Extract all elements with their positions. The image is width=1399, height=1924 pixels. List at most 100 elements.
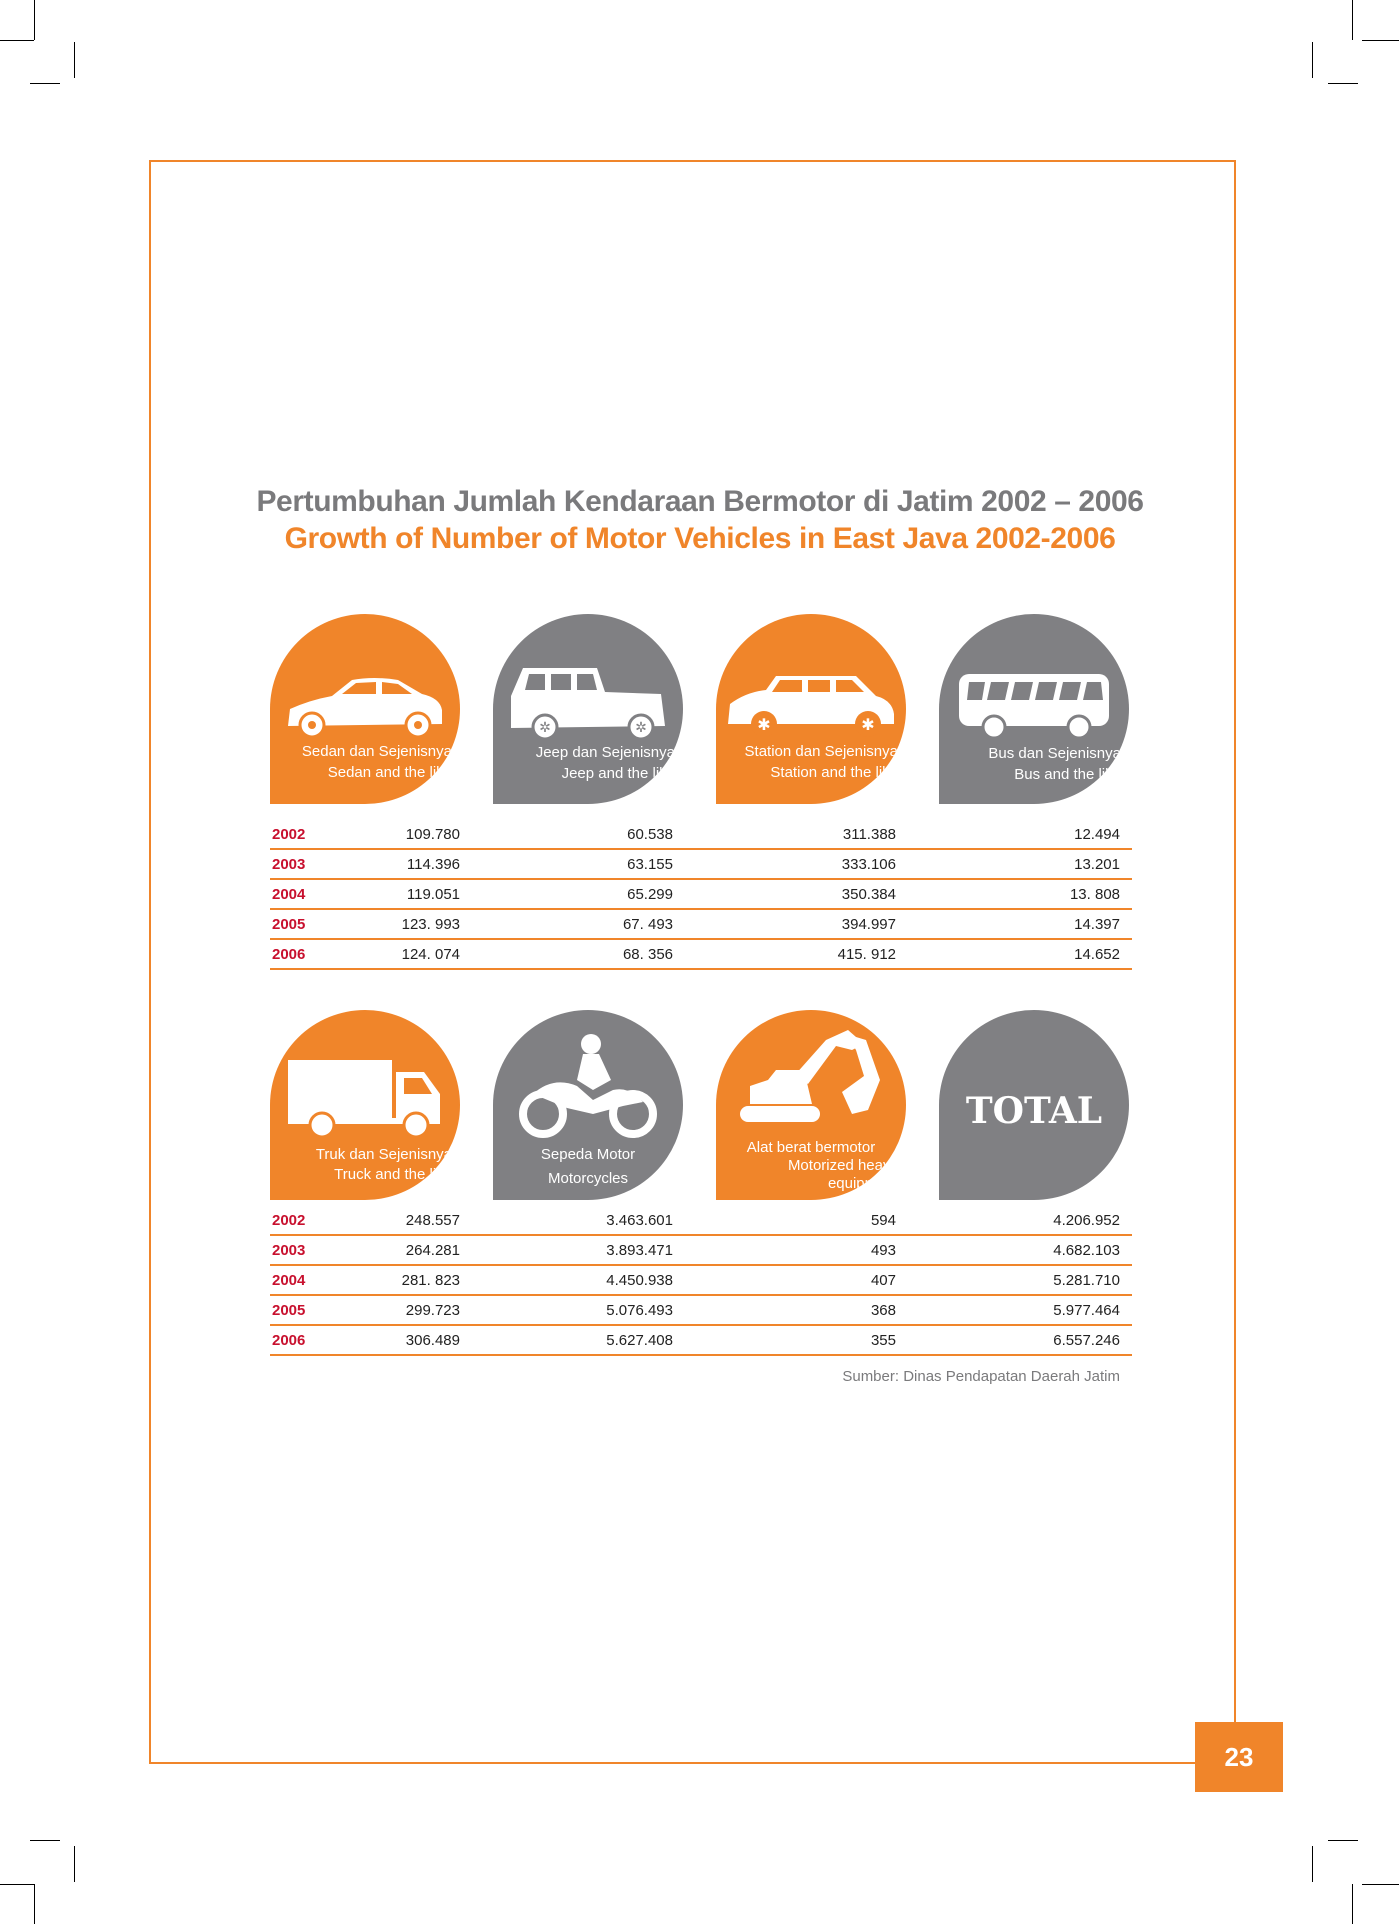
value-cell: 6.557.246 xyxy=(1053,1332,1120,1349)
svg-text:✲: ✲ xyxy=(635,719,647,735)
motorcycle-label-id: Sepeda Motor xyxy=(540,1146,636,1163)
total-label: TOTAL xyxy=(965,1090,1103,1132)
crop-mark xyxy=(0,1884,34,1885)
page-frame xyxy=(149,160,1236,1764)
year-cell: 2003 xyxy=(272,1242,306,1259)
value-cell: 333.106 xyxy=(841,856,896,873)
jeep-badge: ✲ ✲ Jeep dan Sejenisnya Jeep and the lik… xyxy=(493,614,683,804)
truck-icon xyxy=(288,1060,440,1139)
station-wagon-icon: ✱ ✱ xyxy=(728,676,894,737)
top-table: 2002 109.780 60.538 311.388 12.494 2003 … xyxy=(270,820,1132,970)
value-cell: 12.494 xyxy=(1074,826,1120,843)
value-cell: 5.281.710 xyxy=(1053,1272,1120,1289)
year-cell: 2004 xyxy=(272,886,306,903)
bus-icon xyxy=(959,674,1109,740)
crop-mark xyxy=(1352,1884,1353,1924)
crop-mark xyxy=(1352,0,1353,40)
station-badge: ✱ ✱ Station dan Sejenisnya Station and t… xyxy=(716,614,906,804)
year-cell: 2006 xyxy=(272,1332,306,1349)
year-cell: 2006 xyxy=(272,946,306,963)
sedan-icon xyxy=(288,678,442,739)
table-row: 2005 123. 993 67. 493 394.997 14.397 xyxy=(270,910,1132,940)
crop-mark xyxy=(74,42,75,78)
value-cell: 368 xyxy=(870,1302,896,1319)
year-cell: 2005 xyxy=(272,1302,306,1319)
value-cell: 306.489 xyxy=(405,1332,460,1349)
year-cell: 2002 xyxy=(272,1212,306,1229)
value-cell: 4.206.952 xyxy=(1053,1212,1120,1229)
value-cell: 14.397 xyxy=(1074,916,1120,933)
bus-badge: Bus dan Sejenisnya Bus and the like xyxy=(939,614,1129,804)
value-cell: 63.155 xyxy=(627,856,673,873)
value-cell: 60.538 xyxy=(627,826,673,843)
excavator-badge: Alat berat bermotor Motorized heavy equi… xyxy=(716,1010,906,1200)
truck-label-id: Truk dan Sejenisnya xyxy=(315,1146,452,1163)
crop-mark xyxy=(1328,1840,1358,1841)
value-cell: 355 xyxy=(870,1332,896,1349)
svg-text:✱: ✱ xyxy=(757,717,770,734)
excavator-label-id: Alat berat bermotor xyxy=(746,1139,876,1156)
value-cell: 65.299 xyxy=(627,886,673,903)
value-cell: 248.557 xyxy=(405,1212,460,1229)
jeep-label-en: Jeep and the like xyxy=(561,765,675,782)
value-cell: 119.051 xyxy=(406,886,460,903)
truck-label-en: Truck and the like xyxy=(334,1166,452,1183)
value-cell: 13. 808 xyxy=(1069,886,1120,903)
value-cell: 594 xyxy=(870,1212,896,1229)
value-cell: 124. 074 xyxy=(401,946,460,963)
title-indonesian: Pertumbuhan Jumlah Kendaraan Bermotor di… xyxy=(256,485,1144,518)
bus-label-en: Bus and the like xyxy=(1014,766,1121,783)
crop-mark xyxy=(34,0,35,40)
value-cell: 5.627.408 xyxy=(606,1332,673,1349)
value-cell: 5.977.464 xyxy=(1053,1302,1120,1319)
value-cell: 109.780 xyxy=(405,826,460,843)
table-row: 2002 109.780 60.538 311.388 12.494 xyxy=(270,820,1132,850)
page-number: 23 xyxy=(1195,1722,1283,1792)
table-row: 2002 248.557 3.463.601 594 4.206.952 xyxy=(270,1206,1132,1236)
value-cell: 4.450.938 xyxy=(606,1272,673,1289)
table-row: 2003 114.396 63.155 333.106 13.201 xyxy=(270,850,1132,880)
table-row: 2004 119.051 65.299 350.384 13. 808 xyxy=(270,880,1132,910)
sedan-label-id: Sedan dan Sejenisnya xyxy=(301,743,452,760)
value-cell: 350.384 xyxy=(841,886,896,903)
value-cell: 407 xyxy=(870,1272,896,1289)
jeep-icon: ✲ ✲ xyxy=(511,668,665,741)
table-row: 2004 281. 823 4.450.938 407 5.281.710 xyxy=(270,1266,1132,1296)
motorcycle-label-en: Motorcycles xyxy=(547,1170,629,1187)
crop-mark xyxy=(0,40,34,41)
value-cell: 299.723 xyxy=(405,1302,460,1319)
value-cell: 311.388 xyxy=(842,826,896,843)
crop-mark xyxy=(74,1846,75,1882)
title-english: Growth of Number of Motor Vehicles in Ea… xyxy=(284,522,1116,555)
value-cell: 394.997 xyxy=(841,916,896,933)
value-cell: 14.652 xyxy=(1074,946,1120,963)
value-cell: 67. 493 xyxy=(622,916,673,933)
value-cell: 4.682.103 xyxy=(1053,1242,1120,1259)
table-row: 2003 264.281 3.893.471 493 4.682.103 xyxy=(270,1236,1132,1266)
crop-mark xyxy=(1362,40,1399,41)
jeep-label-id: Jeep dan Sejenisnya xyxy=(535,744,675,761)
motorcycle-badge: Sepeda Motor Motorcycles xyxy=(493,1010,683,1200)
sedan-label-en: Sedan and the like xyxy=(327,764,452,781)
source-note: Sumber: Dinas Pendapatan Daerah Jatim xyxy=(842,1368,1120,1385)
crop-mark xyxy=(1362,1884,1399,1885)
motorcycle-icon xyxy=(519,1034,657,1138)
bus-label-id: Bus dan Sejenisnya xyxy=(988,745,1121,762)
value-cell: 415. 912 xyxy=(837,946,896,963)
value-cell: 13.201 xyxy=(1074,856,1120,873)
value-cell: 281. 823 xyxy=(401,1272,460,1289)
value-cell: 3.463.601 xyxy=(606,1212,673,1229)
table-row: 2005 299.723 5.076.493 368 5.977.464 xyxy=(270,1296,1132,1326)
crop-mark xyxy=(1312,1846,1313,1882)
svg-text:✱: ✱ xyxy=(861,717,874,734)
crop-mark xyxy=(1328,83,1358,84)
station-label-en: Station and the like xyxy=(770,764,898,781)
bottom-table: 2002 248.557 3.463.601 594 4.206.952 200… xyxy=(270,1206,1132,1356)
value-cell: 3.893.471 xyxy=(606,1242,673,1259)
value-cell: 114.396 xyxy=(406,856,460,873)
sedan-badge: Sedan dan Sejenisnya Sedan and the like xyxy=(270,614,460,804)
truck-badge: Truk dan Sejenisnya Truck and the like xyxy=(270,1010,460,1200)
total-badge: TOTAL xyxy=(939,1010,1129,1200)
value-cell: 5.076.493 xyxy=(606,1302,673,1319)
station-label-id: Station dan Sejenisnya xyxy=(744,743,898,760)
